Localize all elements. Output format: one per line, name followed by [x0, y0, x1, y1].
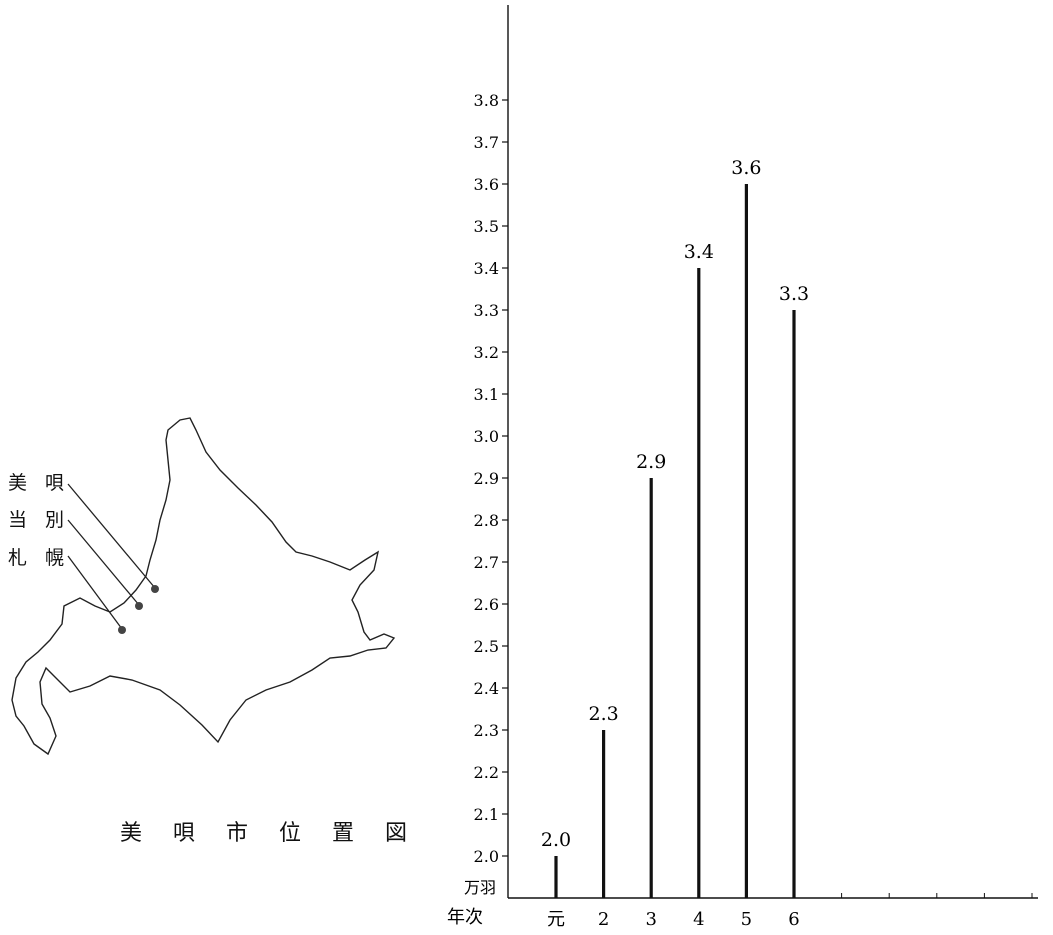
- y-unit-label: 万羽: [464, 878, 496, 897]
- y-tick-label: 2.9: [474, 469, 499, 488]
- location-dot-bibai: [151, 585, 159, 593]
- hokkaido-outline-map: [11, 417, 396, 756]
- leader-line-tobetsu: [67, 519, 140, 606]
- y-tick-label: 2.2: [474, 763, 499, 782]
- x-tick-label: 3: [645, 909, 656, 930]
- y-tick-label: 3.4: [474, 259, 499, 278]
- x-tick-label: 2: [598, 909, 609, 930]
- leader-line-bibai: [67, 483, 156, 589]
- y-axis-ticks: 2.0 2.1 2.2 2.3 2.4 2.5 2.6 2.7 2.8 2.9 3.0 3.1 3.2 3…: [464, 91, 508, 897]
- map-label-tobetsu: 当 別: [8, 509, 71, 531]
- bar-value-label: 2.3: [588, 703, 618, 725]
- y-tick-label: 2.7: [474, 553, 499, 572]
- y-tick-label: 3.5: [474, 217, 499, 236]
- y-tick-label: 3.1: [474, 385, 499, 404]
- x-tick-label: 元: [547, 909, 565, 930]
- y-tick-label: 2.5: [474, 637, 499, 656]
- y-tick-label: 3.8: [474, 91, 499, 110]
- x-tick-label: 6: [788, 909, 799, 930]
- location-map: 美 唄 当 別 札 幌 美 唄 市 位 置 図: [0, 0, 440, 935]
- location-dot-tobetsu: [135, 602, 143, 610]
- y-tick-label: 3.6: [474, 175, 499, 194]
- hokkaido-outline: [11, 417, 396, 756]
- leader-line-sapporo: [67, 555, 123, 630]
- bar-value-label: 2.0: [541, 829, 571, 851]
- x-tick-label: 4: [693, 909, 704, 930]
- y-tick-label: 2.8: [474, 511, 499, 530]
- chart-axes: [507, 5, 1038, 899]
- y-tick-label: 3.3: [474, 301, 499, 320]
- y-tick-label: 3.2: [474, 343, 499, 362]
- x-tick-label: 5: [741, 909, 752, 930]
- bar-value-label: 3.6: [731, 157, 761, 179]
- y-tick-label: 3.7: [474, 133, 499, 152]
- y-tick-label: 2.3: [474, 721, 499, 740]
- map-label-bibai: 美 唄: [8, 472, 71, 494]
- bar-value-label: 2.9: [636, 451, 666, 473]
- map-label-sapporo: 札 幌: [8, 547, 71, 569]
- chart-bars: 2.0 2.3 2.9 3.4 3.6 3.3: [541, 157, 809, 898]
- y-tick-label: 2.6: [474, 595, 499, 614]
- y-tick-label: 2.1: [474, 805, 499, 824]
- x-axis-labels: 元 2 3 4 5 6 年次: [447, 893, 1033, 930]
- bar-value-label: 3.4: [684, 241, 714, 263]
- bar-value-label: 3.3: [779, 283, 809, 305]
- y-tick-label: 2.4: [474, 679, 499, 698]
- x-axis-title: 年次: [447, 907, 483, 928]
- y-tick-label: 2.0: [474, 847, 499, 866]
- y-tick-label: 3.0: [474, 427, 499, 446]
- location-dot-sapporo: [118, 626, 126, 634]
- map-caption: 美 唄 市 位 置 図: [120, 821, 419, 846]
